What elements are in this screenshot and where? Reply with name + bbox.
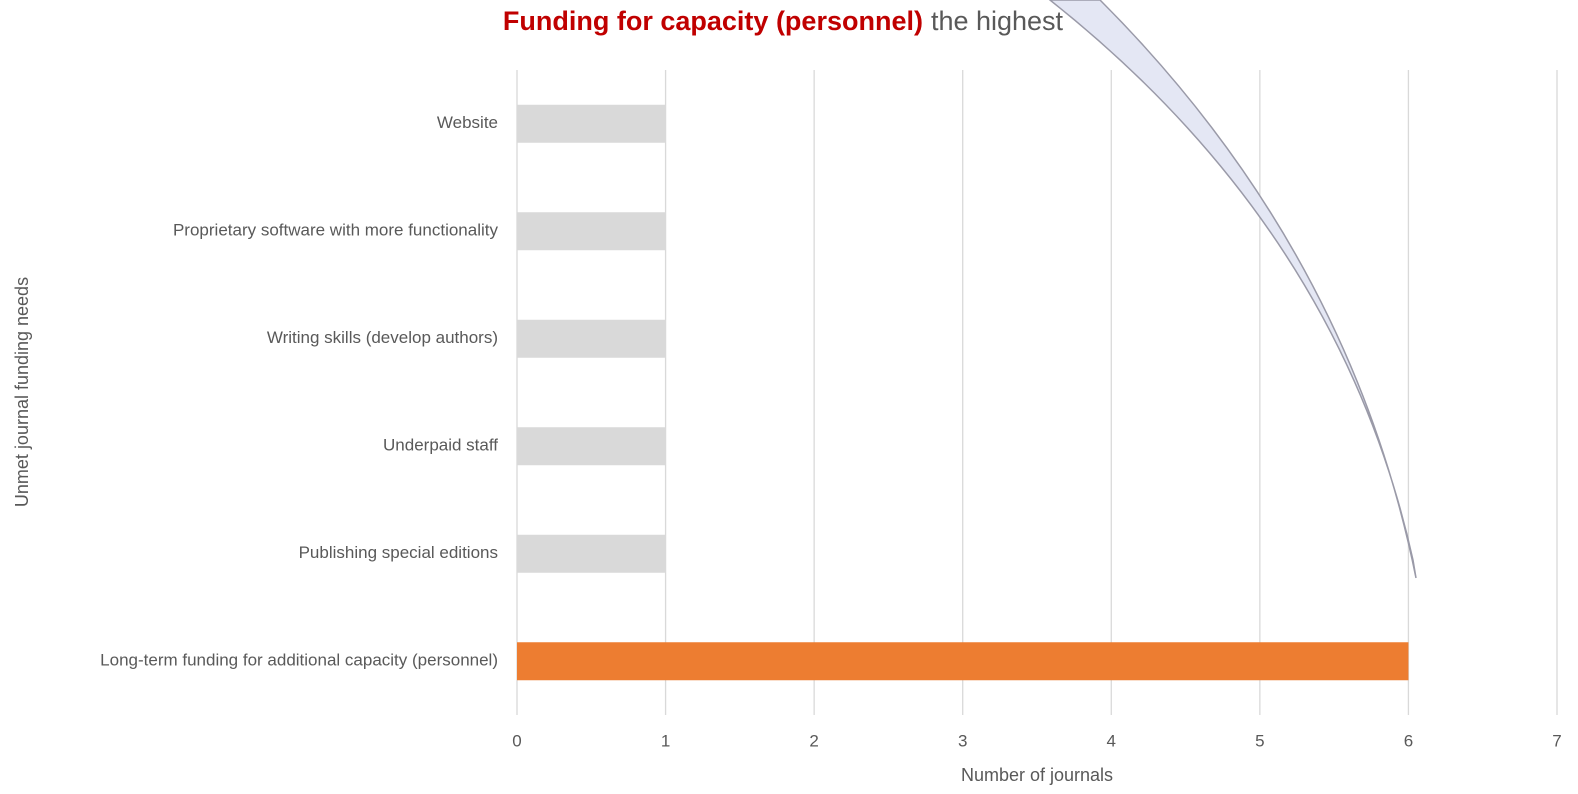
- x-tick-label: 6: [1404, 731, 1413, 750]
- title-emphasis: Funding for capacity (personnel): [503, 6, 923, 36]
- bar: [517, 212, 666, 251]
- x-tick-label: 2: [809, 731, 818, 750]
- bar: [517, 642, 1409, 681]
- title-rest: the highest: [931, 6, 1064, 36]
- bar: [517, 534, 666, 573]
- x-tick-label: 0: [512, 731, 521, 750]
- x-tick-label: 5: [1255, 731, 1264, 750]
- bar: [517, 319, 666, 358]
- grid: [516, 70, 1558, 715]
- bar: [517, 104, 666, 143]
- x-tick-label: 1: [661, 731, 670, 750]
- x-tick-label: 3: [958, 731, 967, 750]
- y-tick-label: Publishing special editions: [299, 543, 498, 562]
- bar: [517, 427, 666, 466]
- y-tick-label: Proprietary software with more functiona…: [173, 221, 499, 240]
- x-tick-label: 7: [1552, 731, 1561, 750]
- y-tick-label: Writing skills (develop authors): [267, 328, 498, 347]
- decorative-arrow: [1048, 0, 1417, 579]
- y-axis-title: Unmet journal funding needs: [12, 277, 32, 507]
- x-axis-title: Number of journals: [961, 765, 1113, 785]
- y-tick-label: Long-term funding for additional capacit…: [100, 651, 498, 670]
- x-tick-label: 4: [1107, 731, 1116, 750]
- y-tick-label: Underpaid staff: [383, 436, 498, 455]
- y-tick-label: Website: [437, 113, 498, 132]
- bars: [517, 104, 1409, 681]
- chart-title: Funding for capacity (personnel) the high…: [503, 6, 1064, 36]
